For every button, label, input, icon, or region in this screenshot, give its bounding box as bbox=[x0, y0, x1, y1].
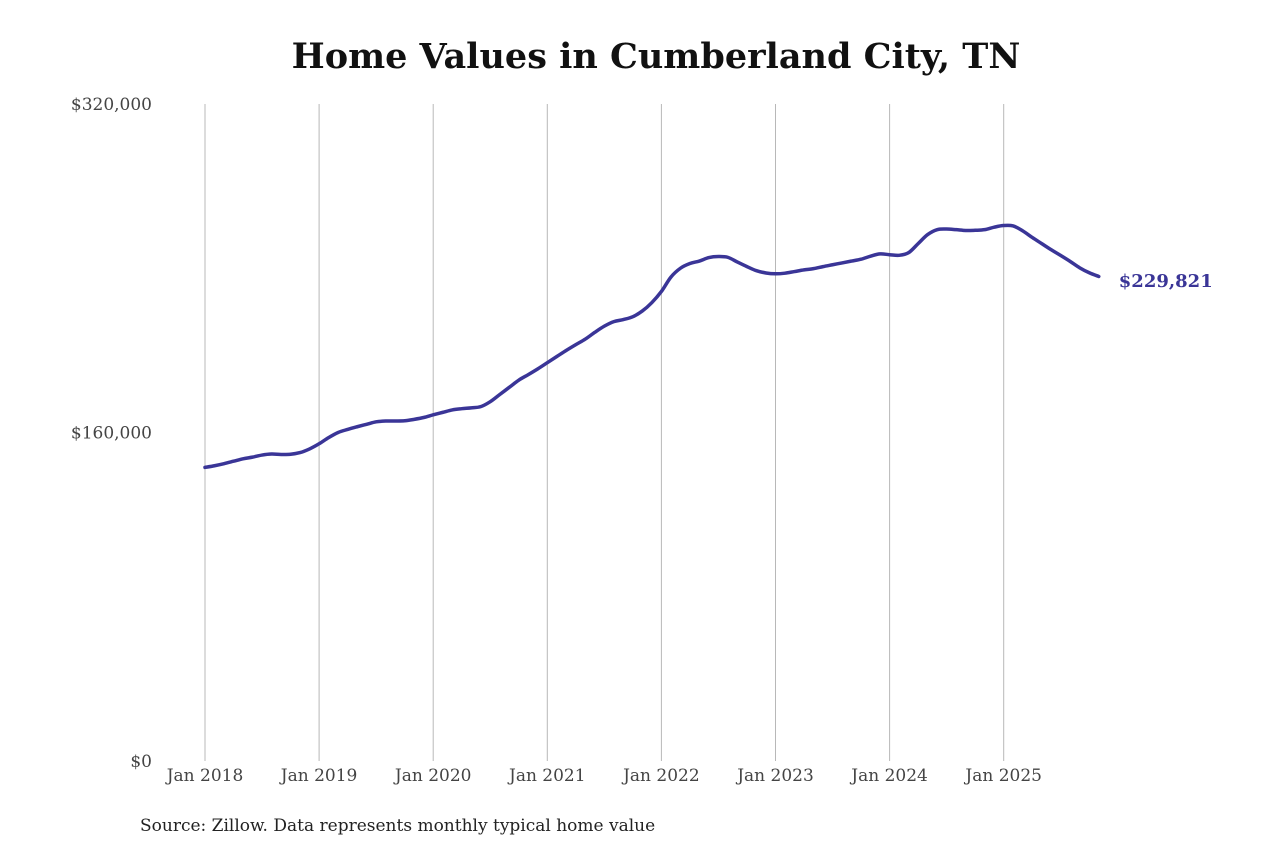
x-tick-label: Jan 2023 bbox=[735, 766, 814, 786]
x-tick-label: Jan 2019 bbox=[279, 766, 358, 786]
x-tick-label: Jan 2025 bbox=[963, 766, 1042, 786]
grid-lines bbox=[204, 104, 1005, 761]
series-line bbox=[203, 223, 1101, 470]
end-value-label: $229,821 bbox=[1119, 271, 1213, 292]
x-tick-label: Jan 2024 bbox=[849, 766, 928, 786]
chart-title: Home Values in Cumberland City, TN bbox=[291, 36, 1021, 77]
y-tick-label: $0 bbox=[130, 752, 152, 772]
x-tick-label: Jan 2021 bbox=[507, 766, 586, 786]
x-tick-label: Jan 2020 bbox=[393, 766, 472, 786]
source-note: Source: Zillow. Data represents monthly … bbox=[140, 816, 656, 836]
y-tick-label: $160,000 bbox=[71, 424, 152, 444]
x-axis-ticks: Jan 2018 Jan 2019 Jan 2020 Jan 2021 Jan 2022… bbox=[165, 766, 1042, 786]
y-tick-label: $320,000 bbox=[71, 95, 152, 115]
x-tick-label: Jan 2018 bbox=[165, 766, 244, 786]
series-layer: $229,821 bbox=[203, 223, 1213, 470]
y-axis-ticks: $0 $160,000 $320,000 bbox=[71, 95, 152, 772]
x-tick-label: Jan 2022 bbox=[621, 766, 700, 786]
